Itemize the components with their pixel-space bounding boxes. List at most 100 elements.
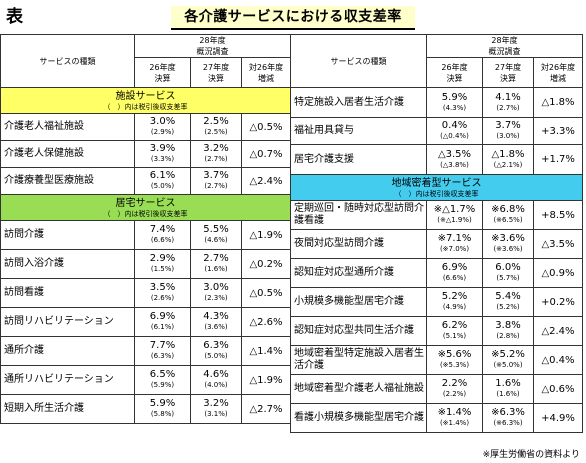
fy27-value: 6.0% (5.7%)	[482, 258, 534, 288]
service-name: 通所介護	[0, 336, 135, 366]
change-value: △0.5%	[241, 278, 291, 308]
change-value: +4.9%	[533, 403, 583, 433]
table-row: 特定施設入居者生活介護 5.9% (4.3%) 4.1% (2.7%) △1.8%	[290, 87, 583, 118]
fy26-value-aftertax: (6.6%)	[442, 274, 467, 282]
fy27-value-pretax: 3.2%	[203, 398, 229, 409]
section-note: （ ）内は税引後収支差率	[394, 189, 479, 198]
fy26-value-pretax: 5.9%	[441, 91, 468, 103]
change-value: △2.7%	[241, 394, 291, 424]
fy26-value-aftertax: (5.1%)	[442, 332, 467, 340]
fy27-value-pretax: 3.2%	[203, 143, 229, 154]
fy26-value-aftertax: (3.3%)	[150, 155, 175, 163]
fy27-value-pretax: ※6.8%	[491, 204, 525, 215]
fy26-value-aftertax: (1.5%)	[150, 265, 175, 273]
page-label: 表	[6, 7, 23, 27]
fy26-value-aftertax: (6.3%)	[150, 352, 175, 360]
change-value: △0.4%	[533, 345, 583, 375]
header-fy26: 26年度 決算	[426, 57, 483, 88]
fy26-value: ※△1.7% (※△1.9%)	[426, 200, 483, 230]
table-row: 夜間対応型訪問介護 ※7.1% (※7.0%) ※3.6% (※3.6%) △3.5%	[290, 229, 583, 259]
change-value: △0.9%	[533, 258, 583, 288]
fy26-value-aftertax: (2.6%)	[150, 294, 175, 302]
fy26-value-aftertax: (△0.4%)	[440, 132, 469, 140]
fy26-value: ※1.4% (※1.4%)	[426, 403, 483, 433]
header-survey: 28年度 概況調査	[134, 34, 291, 58]
fy27-value: 3.8% (2.8%)	[482, 316, 534, 346]
change-value: △2.4%	[533, 316, 583, 346]
fy26-value-aftertax: (5.0%)	[150, 182, 175, 190]
change-value: △1.9%	[241, 365, 291, 395]
fy27-value-aftertax: (2.5%)	[204, 128, 228, 136]
change-value: △0.2%	[241, 249, 291, 279]
fy27-value: ※5.2% (※5.0%)	[482, 345, 534, 375]
fy26-value-pretax: 6.1%	[149, 170, 176, 181]
fy27-value-pretax: ※6.3%	[491, 407, 525, 418]
change-value: △2.4%	[241, 167, 291, 195]
fy26-value-aftertax: (※△1.9%)	[437, 216, 472, 224]
change-value: △1.8%	[533, 87, 583, 118]
service-name: 小規模多機能型居宅介護	[290, 287, 427, 317]
fy26-value-aftertax: (4.9%)	[442, 303, 467, 311]
service-name: 短期入所生活介護	[0, 394, 135, 424]
fy27-value-pretax: 2.7%	[203, 253, 229, 264]
header-fy26: 26年度 決算	[134, 57, 191, 88]
fy27-value: 6.3% (5.0%)	[190, 336, 242, 366]
service-name: 介護療養型医療施設	[0, 167, 135, 195]
fy27-value-aftertax: (2.8%)	[496, 332, 520, 340]
fy26-value: △3.5% (△3.8%)	[426, 144, 483, 175]
header-change: 対26年度 増減	[241, 57, 291, 88]
table-row: 定期巡回・随時対応型訪問介護看護 ※△1.7% (※△1.9%) ※6.8% (※6.5…	[290, 200, 583, 230]
fy27-value-pretax: 5.4%	[495, 291, 521, 302]
section-title: 施設サービス	[115, 90, 176, 102]
fy26-value-pretax: 3.0%	[149, 116, 176, 127]
table-row: 訪問介護 7.4% (6.6%) 5.5% (4.6%) △1.9%	[0, 220, 291, 250]
fy26-value: 6.9% (6.6%)	[426, 258, 483, 288]
service-name: 訪問リハビリテーション	[0, 307, 135, 337]
fy26-value-pretax: ※7.1%	[437, 233, 472, 244]
service-name: 地域密着型特定施設入居者生活介護	[290, 345, 427, 375]
header-fy27: 27年度 決算	[482, 57, 534, 88]
fy26-value-aftertax: (※7.0%)	[439, 245, 470, 253]
fy27-value-pretax: ※5.2%	[491, 349, 525, 360]
fy27-value-pretax: 1.6%	[495, 378, 521, 389]
fy27-value-pretax: 2.5%	[203, 116, 229, 127]
fy27-value-aftertax: (2.7%)	[204, 155, 228, 163]
change-value: △1.9%	[241, 220, 291, 250]
fy27-value: 4.3% (3.6%)	[190, 307, 242, 337]
service-name: 夜間対応型訪問介護	[290, 229, 427, 259]
fy27-value-aftertax: (5.2%)	[496, 303, 520, 311]
fy27-value-aftertax: (1.6%)	[496, 390, 520, 398]
source-footer: ※厚生労働省の資料より	[482, 450, 580, 460]
change-value: △1.4%	[241, 336, 291, 366]
change-value: △2.6%	[241, 307, 291, 337]
fy26-value-pretax: 7.4%	[149, 224, 176, 235]
service-name: 看護小規模多機能型居宅介護	[290, 403, 427, 433]
service-name: 介護老人福祉施設	[0, 113, 135, 141]
section-note: （ ）内は税引後収支差率	[103, 209, 188, 218]
fy27-value: ※6.8% (※6.5%)	[482, 200, 534, 230]
fy27-value-aftertax: (2.7%)	[496, 103, 520, 112]
table-row: 訪問リハビリテーション 6.9% (6.1%) 4.3% (3.6%) △2.6%	[0, 307, 291, 337]
service-name: 福祉用具貸与	[290, 117, 427, 145]
fy26-value-aftertax: (※5.3%)	[439, 361, 470, 369]
fy26-value-pretax: 3.9%	[149, 143, 176, 154]
fy26-value-pretax: 6.5%	[149, 369, 176, 380]
fy26-value-pretax: 6.9%	[441, 262, 468, 273]
fy27-value: 3.2% (2.7%)	[190, 140, 242, 168]
fy26-value: ※5.6% (※5.3%)	[426, 345, 483, 375]
section-title: 居宅サービス	[115, 197, 176, 209]
fy27-value: △1.8% (△2.1%)	[482, 144, 534, 175]
fy26-value: 6.1% (5.0%)	[134, 167, 191, 195]
fy26-value: 6.5% (5.9%)	[134, 365, 191, 395]
table-row: 地域密着型介護老人福祉施設 2.2% (2.2%) 1.6% (1.6%) △0.6%	[290, 374, 583, 404]
fy27-value-aftertax: (2.7%)	[204, 182, 228, 190]
service-name: 地域密着型介護老人福祉施設	[290, 374, 427, 404]
header-fy27: 27年度 決算	[190, 57, 242, 88]
change-value: +1.7%	[533, 144, 583, 175]
fy26-value-pretax: ※5.6%	[437, 349, 472, 360]
fy26-value-aftertax: (5.8%)	[150, 410, 175, 418]
fy27-value: ※6.3% (※6.3%)	[482, 403, 534, 433]
fy27-value-pretax: 4.3%	[203, 311, 229, 322]
fy27-value-pretax: 4.6%	[203, 369, 229, 380]
fy27-value: 4.6% (4.0%)	[190, 365, 242, 395]
